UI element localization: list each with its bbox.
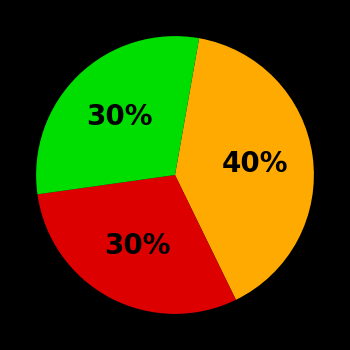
Wedge shape (37, 175, 236, 314)
Wedge shape (36, 36, 199, 194)
Text: 40%: 40% (222, 150, 288, 178)
Text: 30%: 30% (86, 103, 152, 131)
Text: 30%: 30% (104, 232, 170, 260)
Wedge shape (175, 38, 314, 300)
